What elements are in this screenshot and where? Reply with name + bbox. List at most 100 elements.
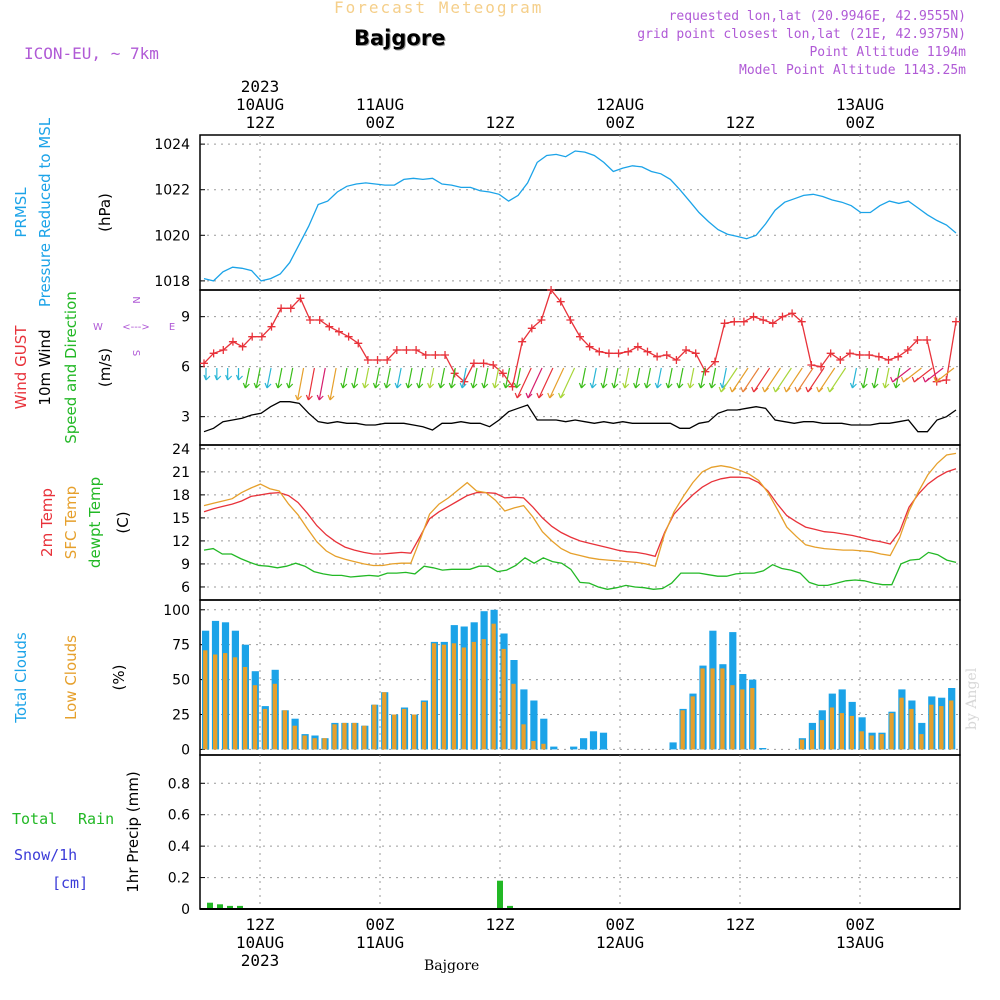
panel-label: 10m Wind bbox=[36, 329, 54, 405]
low-cloud-bar bbox=[262, 708, 268, 750]
gust-marker bbox=[537, 316, 546, 324]
gust-marker bbox=[720, 319, 729, 328]
low-cloud-bar bbox=[849, 715, 854, 750]
wind-arrow bbox=[203, 368, 211, 381]
y-tick-label: 1022 bbox=[154, 183, 190, 199]
gust-marker bbox=[913, 336, 922, 344]
series-line-0 bbox=[203, 150, 957, 282]
panel-label: Low Clouds bbox=[62, 635, 80, 720]
gust-marker bbox=[807, 361, 816, 369]
wind-arrow bbox=[933, 367, 955, 383]
grid-point-coords: grid point closest lon,lat (21E, 42.9375… bbox=[637, 27, 966, 42]
precip-bar bbox=[217, 904, 223, 909]
model-name: ICON-EU, ~ 7km bbox=[24, 44, 159, 63]
low-cloud-bar bbox=[352, 722, 357, 750]
panel-label: PRMSL bbox=[12, 187, 30, 238]
gust-marker bbox=[508, 382, 517, 391]
y-tick-label: 1020 bbox=[154, 228, 190, 244]
panel-frame bbox=[199, 289, 961, 446]
wind-arrow bbox=[805, 367, 825, 393]
wind-arrow bbox=[911, 367, 933, 383]
gust-marker bbox=[653, 352, 662, 361]
gust-marker bbox=[286, 304, 295, 313]
gust-marker bbox=[257, 332, 266, 341]
gust-marker bbox=[672, 356, 681, 364]
bottom-year-label: 2023 bbox=[241, 951, 280, 970]
time-axis-layer: 2023202310AUG12Z12Z10AUG11AUG00Z00Z11AUG… bbox=[236, 77, 884, 970]
gust-marker bbox=[797, 317, 806, 326]
low-cloud-bar bbox=[690, 696, 695, 750]
y-tick-label: 0.4 bbox=[168, 839, 190, 855]
wind-arrow bbox=[295, 367, 305, 401]
wind-arrow bbox=[470, 367, 478, 389]
panel-label: (m/s) bbox=[96, 348, 114, 387]
low-cloud-bar bbox=[839, 713, 844, 750]
gust-marker bbox=[277, 304, 286, 313]
gust-marker bbox=[749, 312, 758, 321]
wind-arrow bbox=[698, 367, 706, 389]
low-cloud-bar bbox=[332, 724, 337, 750]
gust-marker bbox=[200, 359, 208, 368]
low-cloud-bar bbox=[431, 643, 437, 750]
low-cloud-bar bbox=[232, 657, 238, 750]
low-cloud-bar bbox=[322, 738, 327, 750]
wind-arrow bbox=[643, 367, 652, 389]
total-cloud-bar bbox=[589, 731, 598, 750]
gust-marker bbox=[248, 332, 257, 341]
gust-marker bbox=[788, 309, 797, 318]
wind-arrow bbox=[383, 367, 391, 389]
wind-arrow bbox=[502, 367, 511, 389]
wind-arrow bbox=[286, 367, 294, 389]
low-cloud-bar bbox=[859, 731, 864, 750]
gust-marker bbox=[604, 349, 613, 358]
model-altitude: Model Point Altitude 1143.25m bbox=[739, 63, 966, 78]
gust-marker bbox=[469, 359, 478, 368]
wind-arrow bbox=[362, 367, 370, 389]
low-cloud-bar bbox=[700, 668, 705, 750]
low-cloud-bar bbox=[402, 708, 407, 750]
low-cloud-bar bbox=[521, 724, 526, 750]
bottom-date-label: 12AUG bbox=[596, 933, 644, 952]
gust-marker bbox=[595, 347, 604, 356]
panel-pressure: 1018 1020 1022 1024 PRMSL Pressure Reduced to… bbox=[12, 117, 961, 307]
precip-label-total: Total bbox=[12, 810, 57, 828]
wind-arrow bbox=[900, 367, 922, 383]
gust-marker bbox=[817, 362, 826, 371]
top-date-label: 11AUG bbox=[356, 95, 404, 114]
total-cloud-bar bbox=[570, 746, 578, 750]
gust-marker bbox=[643, 347, 652, 356]
low-cloud-bar bbox=[382, 692, 387, 750]
gust-marker bbox=[855, 351, 864, 359]
wind-arrow bbox=[740, 367, 760, 393]
low-cloud-bar bbox=[491, 623, 496, 750]
low-cloud-bar bbox=[451, 643, 457, 750]
gust-marker bbox=[903, 346, 912, 354]
wind-arrow bbox=[492, 367, 500, 389]
wind-arrow bbox=[514, 367, 532, 399]
gust-marker bbox=[633, 342, 642, 351]
low-cloud-bar bbox=[223, 653, 228, 750]
gust-marker bbox=[354, 339, 363, 348]
wind-arrow bbox=[772, 367, 792, 393]
gust-marker bbox=[383, 356, 392, 364]
y-tick-label: 1018 bbox=[154, 274, 190, 290]
y-tick-label: 12 bbox=[172, 534, 190, 550]
wind-arrow bbox=[729, 367, 749, 393]
bottom-date-label: 13AUG bbox=[836, 933, 884, 952]
compass-south: S bbox=[130, 350, 141, 356]
gust-marker bbox=[874, 352, 883, 361]
gust-marker bbox=[238, 342, 247, 351]
top-hour-label: 12Z bbox=[486, 113, 515, 132]
gust-marker bbox=[952, 317, 960, 326]
wind-arrow bbox=[783, 367, 803, 393]
low-cloud-bar bbox=[720, 668, 725, 750]
gust-marker bbox=[845, 349, 854, 358]
wind-arrow bbox=[687, 367, 695, 389]
low-cloud-bar bbox=[511, 683, 516, 750]
series-line-10m-wind bbox=[203, 401, 957, 433]
gust-marker bbox=[923, 336, 932, 344]
low-cloud-bar bbox=[312, 738, 317, 750]
wind-arrow bbox=[882, 367, 890, 389]
